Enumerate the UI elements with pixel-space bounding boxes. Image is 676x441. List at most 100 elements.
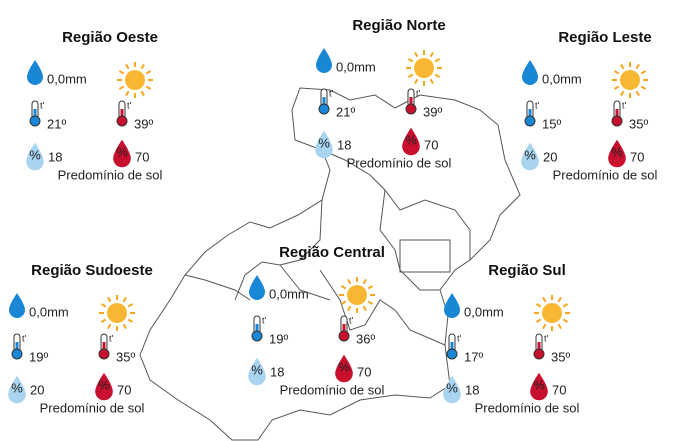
- thermometer-fill: [322, 97, 326, 107]
- humidity-symbol: %: [446, 380, 458, 395]
- sun-icon: [534, 295, 570, 331]
- sun-ray: [613, 70, 620, 75]
- humidity-symbol: %: [318, 135, 330, 150]
- temp-min: 21º: [336, 104, 355, 119]
- region-title: Região Sudoeste: [31, 262, 153, 279]
- condition: Predomínio de sol: [553, 167, 658, 182]
- humidity-symbol: %: [116, 144, 128, 159]
- sun-ray: [347, 305, 352, 312]
- sun-ray: [429, 51, 434, 58]
- drop-icon: [95, 372, 113, 401]
- sun-ray: [562, 318, 569, 323]
- thermometer-fill: [528, 109, 532, 119]
- thermometer-bulb: [116, 115, 128, 127]
- sun-ray: [535, 303, 542, 308]
- sun-ray: [640, 85, 647, 90]
- sun-ray: [100, 303, 107, 308]
- thermometer-symbol: t': [535, 100, 540, 110]
- temp-min: 17º: [464, 349, 483, 364]
- sun-disc: [107, 303, 127, 323]
- thermometer-fill: [342, 324, 346, 334]
- thermometer-fill: [120, 109, 124, 119]
- thermometer-symbol: t': [457, 333, 462, 343]
- drop-icon: [315, 130, 333, 159]
- sun-ray: [367, 285, 374, 290]
- humidity-max: 70: [630, 149, 644, 164]
- drop-icon: [608, 139, 626, 168]
- humidity-max: 70: [135, 149, 149, 164]
- rain-value: 0,0mm: [542, 71, 582, 86]
- humidity-min: 20: [30, 382, 44, 397]
- temp-max: 39º: [423, 104, 442, 119]
- sun-ray: [145, 70, 152, 75]
- rain-value: 0,0mm: [29, 304, 69, 319]
- humidity-symbol: %: [405, 132, 417, 147]
- humidity-symbol: %: [533, 377, 545, 392]
- drop-icon: [522, 60, 538, 85]
- drop-icon: [443, 375, 461, 404]
- sun-ray: [535, 318, 542, 323]
- thermometer-bulb: [611, 115, 623, 127]
- sun-icon: [612, 62, 648, 98]
- thermometer-icon: t': [318, 88, 334, 115]
- sun-ray: [407, 58, 414, 63]
- thermometer-symbol: t': [544, 333, 549, 343]
- sun-disc: [620, 70, 640, 90]
- sun-ray: [414, 78, 419, 85]
- sun-ray: [557, 323, 562, 330]
- humidity-symbol: %: [251, 362, 263, 377]
- temp-min: 21º: [47, 116, 66, 131]
- thermometer-fill: [102, 342, 106, 352]
- temp-max: 36º: [356, 331, 375, 346]
- sun-ray: [562, 303, 569, 308]
- sun-ray: [347, 278, 352, 285]
- condition: Predomínio de sol: [40, 400, 145, 415]
- sun-ray: [434, 58, 441, 63]
- sun-icon: [99, 295, 135, 331]
- thermometer-fill: [450, 342, 454, 352]
- sun-ray: [640, 70, 647, 75]
- sun-ray: [125, 90, 130, 97]
- temp-min: 15º: [542, 116, 561, 131]
- drop-icon: [248, 357, 266, 386]
- sun-ray: [107, 296, 112, 303]
- temp-min: 19º: [269, 331, 288, 346]
- drop-icon: [27, 60, 43, 85]
- sun-ray: [367, 300, 374, 305]
- temp-max: 35º: [629, 116, 648, 131]
- thermometer-bulb: [11, 348, 23, 360]
- sun-ray: [635, 63, 640, 70]
- drop-icon: [402, 127, 420, 156]
- sun-ray: [407, 73, 414, 78]
- drop-icon: [249, 275, 265, 300]
- sun-ray: [542, 323, 547, 330]
- humidity-symbol: %: [29, 147, 41, 162]
- sun-ray: [557, 296, 562, 303]
- thermometer-icon: t': [524, 100, 540, 127]
- sun-icon: [406, 50, 442, 86]
- sun-ray: [635, 90, 640, 97]
- rain-value: 0,0mm: [269, 286, 309, 301]
- rain-value: 0,0mm: [336, 59, 376, 74]
- drop-icon: [316, 48, 332, 73]
- thermometer-symbol: t': [262, 315, 267, 325]
- sun-ray: [340, 285, 347, 290]
- drop-icon: [26, 142, 44, 171]
- condition: Predomínio de sol: [280, 382, 385, 397]
- thermometer-icon: t': [11, 333, 27, 360]
- sun-ray: [140, 63, 145, 70]
- humidity-symbol: %: [524, 147, 536, 162]
- thermometer-symbol: t': [416, 88, 421, 98]
- sun-ray: [613, 85, 620, 90]
- sun-ray: [414, 51, 419, 58]
- humidity-min: 18: [465, 382, 479, 397]
- sun-ray: [362, 278, 367, 285]
- region-title: Região Central: [279, 244, 385, 261]
- sun-ray: [125, 63, 130, 70]
- rain-value: 0,0mm: [47, 71, 87, 86]
- sun-ray: [140, 90, 145, 97]
- thermometer-fill: [15, 342, 19, 352]
- thermometer-bulb: [405, 103, 417, 115]
- humidity-max: 70: [552, 382, 566, 397]
